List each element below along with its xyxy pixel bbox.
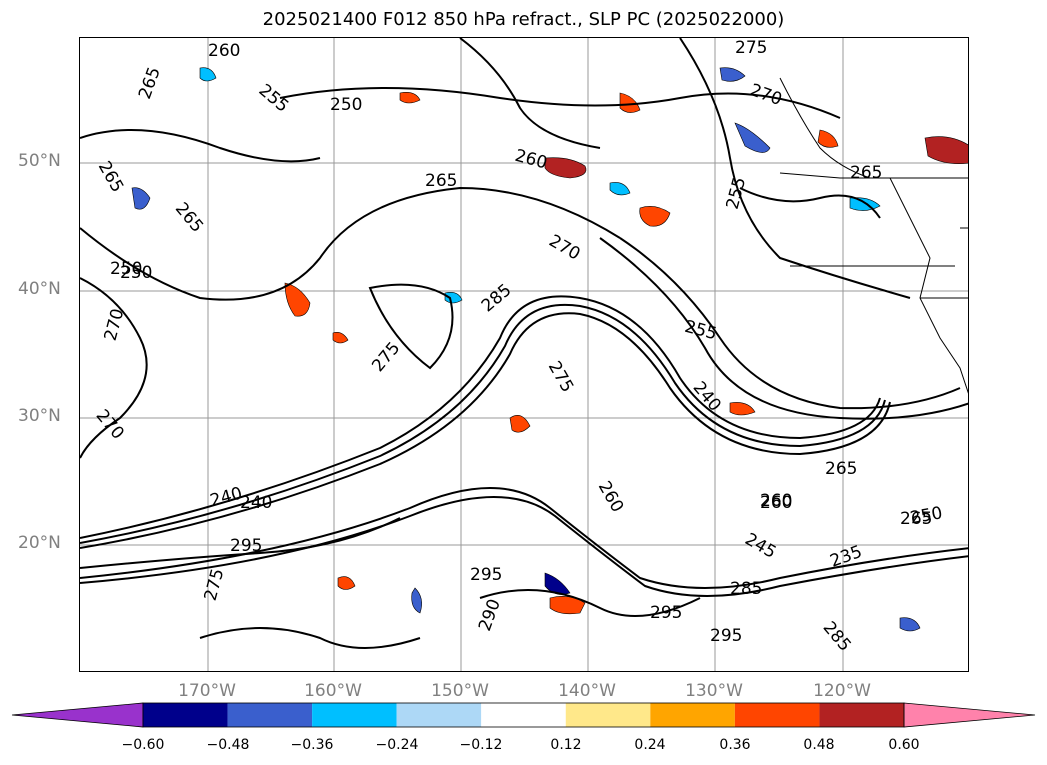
colorbar-segment xyxy=(481,703,566,727)
contour-label: 255 xyxy=(723,175,751,212)
map-gridlines xyxy=(80,38,968,671)
contour-label: 255 xyxy=(255,80,293,116)
colorbar-tick: −0.60 xyxy=(121,737,165,753)
coastlines xyxy=(779,77,968,394)
colorbar-segment xyxy=(650,703,735,727)
lat-label-50n: 50°N xyxy=(18,151,61,171)
colorbar-segment xyxy=(227,703,313,727)
colorbar-segments xyxy=(11,702,1036,728)
contour-label: 275 xyxy=(544,358,578,396)
contour-label: 275 xyxy=(368,338,404,376)
contour-label: 270 xyxy=(545,231,583,265)
contour-label: 295 xyxy=(470,565,502,585)
colorbar-segment xyxy=(734,703,820,727)
contour-label: 250 xyxy=(110,259,142,279)
contour-label: 275 xyxy=(735,38,767,58)
lon-label-120w: 120°W xyxy=(813,681,871,701)
contour-label: 260 xyxy=(760,491,792,511)
contour-label: 270 xyxy=(747,80,784,110)
colorbar-segment xyxy=(396,703,482,727)
colorbar-extend-low xyxy=(11,702,144,728)
contour-label: 265 xyxy=(825,459,857,479)
colorbar-tick: 0.24 xyxy=(634,737,666,753)
colorbar-segment xyxy=(143,703,228,727)
contour-label: 265 xyxy=(850,163,882,183)
contour-label: 260 xyxy=(208,41,240,61)
colorbar-tick: 0.36 xyxy=(719,737,751,753)
colorbar xyxy=(11,702,1036,728)
colorbar-tick: −0.48 xyxy=(206,737,250,753)
colorbar-segment xyxy=(819,703,904,727)
colorbar-segment xyxy=(312,703,397,727)
lon-label-170w: 170°W xyxy=(178,681,236,701)
refractivity-shading xyxy=(131,67,968,632)
contour-label: 265 xyxy=(425,171,457,191)
contour-label: 285 xyxy=(819,618,855,656)
colorbar-tick: −0.36 xyxy=(290,737,334,753)
slp-contours xyxy=(80,38,968,649)
contour-label: 265 xyxy=(135,65,165,102)
lat-label-30n: 30°N xyxy=(18,406,61,426)
contour-label: 270 xyxy=(101,307,129,344)
contour-label: 240 xyxy=(689,378,725,416)
contour-label: 295 xyxy=(650,603,682,623)
lat-label-20n: 20°N xyxy=(18,533,61,553)
colorbar-tick: −0.24 xyxy=(375,737,419,753)
contour-label: 295 xyxy=(230,536,262,556)
contour-label: 270 xyxy=(92,406,128,444)
contour-label: 240 xyxy=(240,493,272,513)
colorbar-tick: −0.12 xyxy=(459,737,503,753)
contour-label: 250 xyxy=(330,95,362,115)
contour-label: 290 xyxy=(475,597,505,634)
contour-label: 245 xyxy=(741,529,779,563)
contour-label: 285 xyxy=(730,579,762,599)
map-title: 2025021400 F012 850 hPa refract., SLP PC… xyxy=(262,9,785,30)
colorbar-tick: 0.60 xyxy=(888,737,920,753)
contour-label: 255 xyxy=(682,317,719,345)
contour-label: 265 xyxy=(171,199,207,237)
contour-labels: 260 265 255 250 265 270 275 270 265 260 … xyxy=(92,38,944,656)
lon-label-150w: 150°W xyxy=(431,681,489,701)
colorbar-outline xyxy=(142,702,905,728)
contour-label: 295 xyxy=(710,626,742,646)
lat-label-40n: 40°N xyxy=(18,279,61,299)
lon-label-160w: 160°W xyxy=(304,681,362,701)
contour-label: 250 xyxy=(120,263,152,283)
contour-label: 260 xyxy=(594,478,628,516)
colorbar-extend-high xyxy=(903,702,1036,728)
contour-label: 260 xyxy=(513,146,550,174)
contour-label: 265 xyxy=(900,509,932,529)
lon-label-140w: 140°W xyxy=(558,681,616,701)
contour-label: 275 xyxy=(201,567,229,604)
contour-label: 285 xyxy=(478,280,516,316)
contour-label: 265 xyxy=(94,158,128,196)
contour-label: 260 xyxy=(760,493,792,513)
colorbar-tick: 0.48 xyxy=(803,737,835,753)
map-canvas: 260 265 255 250 265 270 275 270 265 260 … xyxy=(80,38,968,671)
contour-label: 235 xyxy=(828,542,865,572)
lon-label-130w: 130°W xyxy=(685,681,743,701)
colorbar-tick: 0.12 xyxy=(550,737,582,753)
map-panel: 260 265 255 250 265 270 275 270 265 260 … xyxy=(79,37,969,672)
contour-label: 250 xyxy=(909,503,944,528)
colorbar-segment xyxy=(565,703,651,727)
